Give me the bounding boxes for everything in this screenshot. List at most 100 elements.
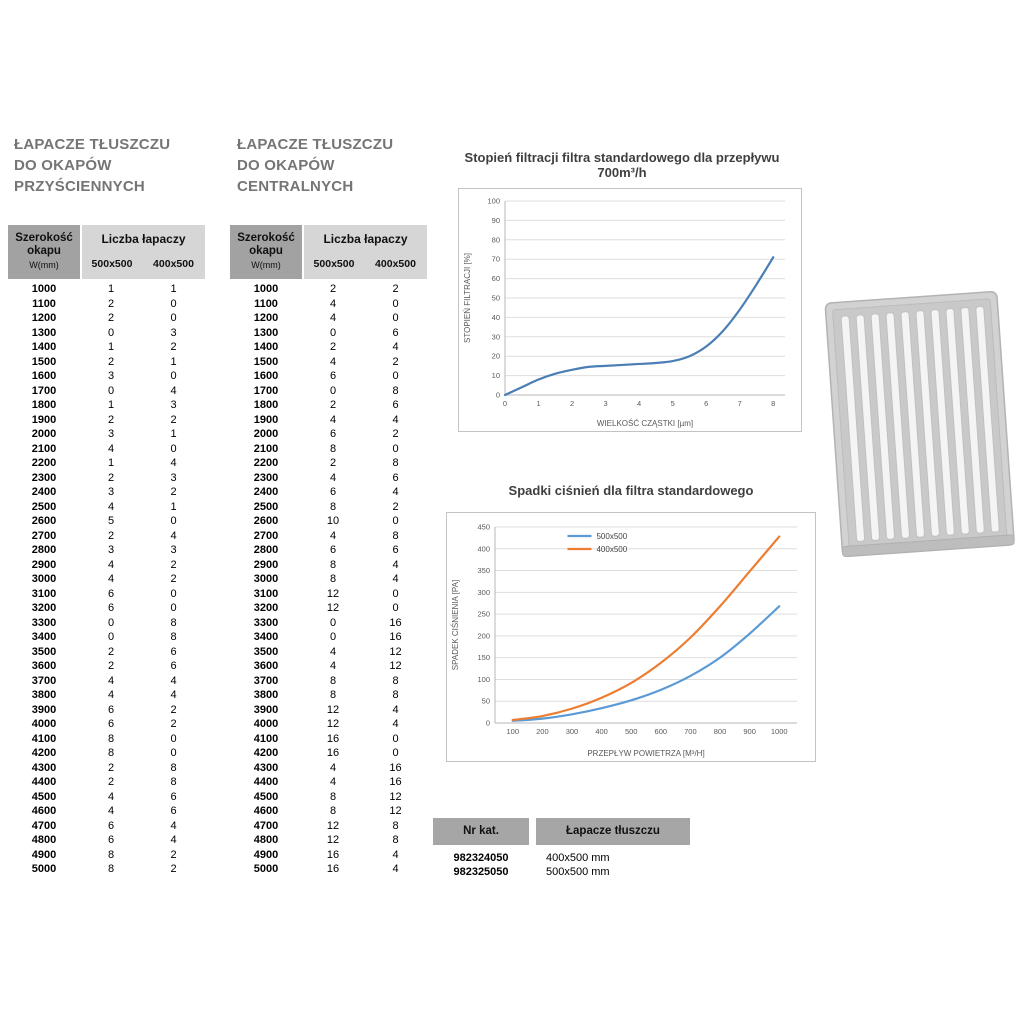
trap-count-cell: 6	[170, 790, 177, 803]
trap-count-cell: 4	[329, 660, 337, 673]
catalog-number: 982325050	[453, 866, 509, 878]
hood-width-cell: 4300	[253, 761, 279, 774]
trap-count-cell: 3	[107, 544, 115, 557]
svg-text:6: 6	[704, 399, 708, 408]
hood-width-cell: 1800	[253, 399, 279, 412]
hood-width-cell: 4100	[253, 732, 279, 745]
trap-count-cell: 4	[107, 573, 115, 586]
table-row: 4400 2 8	[8, 775, 205, 790]
table-row: 2200 1 4	[8, 456, 205, 471]
table-row: 2900 4 2	[8, 558, 205, 573]
hood-width-cell: 1600	[31, 370, 57, 383]
trap-count-cell: 0	[392, 442, 399, 455]
trap-count-cell: 2	[170, 558, 177, 571]
trap-count-cell: 8	[392, 384, 399, 397]
trap-count-cell: 0	[329, 616, 337, 629]
trap-count-cell: 0	[392, 602, 399, 615]
table-row: 2300 4 6	[230, 471, 427, 486]
trap-count-cell: 2	[107, 355, 115, 368]
table-row: 1400 2 4	[230, 340, 427, 355]
hood-width-header: Szerokość okapu W(mm)	[230, 225, 302, 279]
hood-width-cell: 2200	[31, 457, 57, 470]
hood-width-cell: 3300	[253, 616, 279, 629]
table-row: 2000 3 1	[8, 427, 205, 442]
trap-count-label: Liczba łapaczy	[101, 232, 186, 246]
trap-count-cell: 4	[392, 558, 399, 571]
trap-count-cell: 16	[389, 761, 402, 774]
trap-count-cell: 8	[329, 558, 337, 571]
hood-width-cell: 1900	[31, 413, 57, 426]
hood-width-cell: 2000	[31, 428, 57, 441]
trap-count-cell: 2	[107, 761, 115, 774]
size-500x500-header: 500x500	[91, 258, 133, 270]
table-row: 1100 4 0	[230, 297, 427, 312]
hood-width-cell: 3900	[31, 703, 57, 716]
pressure-chart-title: Spadki ciśnień dla filtra standardowego	[508, 483, 754, 498]
hood-width-cell: 2600	[31, 515, 57, 528]
trap-count-cell: 4	[329, 312, 337, 325]
hood-width-cell: 4800	[31, 834, 57, 847]
hood-width-cell: 4700	[253, 819, 279, 832]
trap-count-cell: 4	[107, 805, 115, 818]
central-hoods-table-title: ŁAPACZE TŁUSZCZU DO OKAPÓW CENTRALNYCH	[237, 136, 394, 195]
hood-width-cell: 2500	[253, 500, 279, 513]
hood-width-cell: 1700	[31, 384, 57, 397]
trap-count-cell: 4	[392, 413, 399, 426]
trap-count-cell: 2	[329, 283, 337, 296]
trap-count-cell: 4	[107, 689, 115, 702]
trap-count-cell: 0	[170, 747, 177, 760]
table-row: 5000 16 4	[230, 862, 427, 877]
table-row: 4500 4 6	[8, 790, 205, 805]
table-row: 1300 0 3	[8, 326, 205, 341]
trap-count-cell: 0	[170, 312, 177, 325]
trap-count-cell: 3	[170, 326, 177, 339]
trap-count-cell: 12	[326, 819, 340, 832]
svg-text:450: 450	[477, 523, 490, 532]
hood-width-cell: 2600	[253, 515, 279, 528]
trap-count-cell: 4	[170, 457, 177, 470]
width-header-label: Szerokość okapu	[237, 232, 295, 257]
hood-width-cell: 4300	[31, 761, 57, 774]
svg-text:8: 8	[771, 399, 775, 408]
table-row: 4300 4 16	[230, 761, 427, 776]
table-row: 2700 2 4	[8, 529, 205, 544]
trap-count-header: Liczba łapaczy 500x500 400x500	[82, 225, 205, 279]
svg-text:400x500: 400x500	[596, 545, 627, 554]
hood-width-cell: 2400	[253, 486, 279, 499]
table-row: 2500 8 2	[230, 500, 427, 515]
table-row: 1500 2 1	[8, 355, 205, 370]
table-row: 1600 6 0	[230, 369, 427, 384]
trap-count-cell: 8	[329, 442, 337, 455]
table-row: 3600 2 6	[8, 659, 205, 674]
table-row: 3300 0 16	[230, 616, 427, 631]
trap-count-cell: 8	[107, 863, 115, 876]
trap-count-cell: 12	[389, 790, 402, 803]
trap-count-cell: 4	[329, 761, 337, 774]
hood-width-cell: 4600	[253, 805, 279, 818]
trap-size: 500x500 mm	[546, 866, 610, 878]
trap-count-cell: 8	[392, 457, 399, 470]
hood-width-cell: 1000	[253, 283, 279, 296]
table-row: 4700 12 8	[230, 819, 427, 834]
trap-count-cell: 12	[326, 703, 340, 716]
hood-width-cell: 1700	[253, 384, 279, 397]
central-hoods-table: Szerokość okapu W(mm) Liczba łapaczy 500…	[230, 225, 427, 877]
pressure-chart-svg: 0 50 100 150 200 250 300 350 400 450 100 200 300 400 5…	[451, 523, 797, 758]
svg-text:700: 700	[684, 727, 697, 736]
trap-count-cell: 16	[389, 631, 402, 644]
svg-text:5: 5	[671, 399, 675, 408]
trap-count-cell: 5	[107, 515, 115, 528]
hood-width-cell: 1600	[253, 370, 279, 383]
svg-text:0: 0	[486, 719, 490, 728]
trap-count-cell: 4	[107, 442, 115, 455]
trap-count-cell: 16	[326, 863, 340, 876]
trap-count-cell: 1	[170, 500, 177, 513]
table-row: 1700 0 8	[230, 384, 427, 399]
trap-count-cell: 6	[170, 660, 177, 673]
trap-count-cell: 0	[392, 370, 399, 383]
table-row: 1200 2 0	[8, 311, 205, 326]
table-row: 4000 6 2	[8, 717, 205, 732]
trap-count-cell: 0	[170, 602, 177, 615]
table-row: 2800 6 6	[230, 543, 427, 558]
hood-width-cell: 3100	[253, 587, 279, 600]
